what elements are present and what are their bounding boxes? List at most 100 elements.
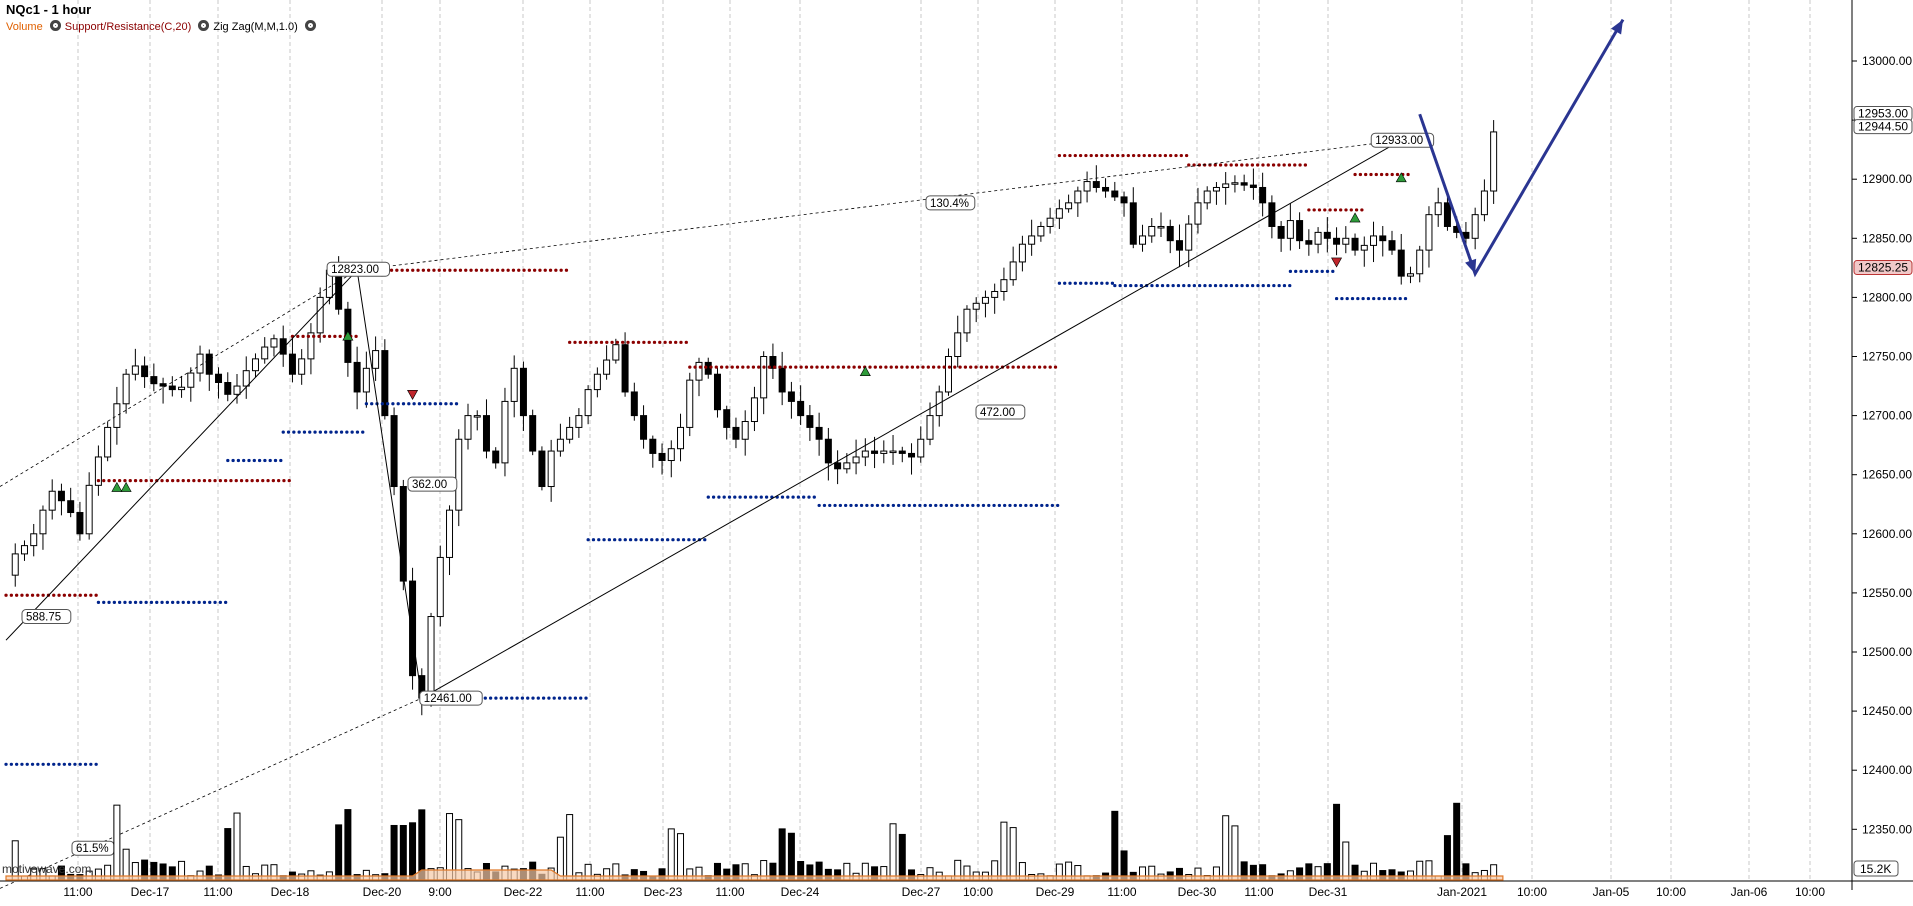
projection-path — [1418, 18, 1625, 278]
time-axis-label: Dec-31 — [1309, 885, 1348, 899]
price-axis-label: 12700.00 — [1862, 409, 1912, 423]
candle-body — [150, 376, 158, 385]
volume-bar — [1231, 825, 1239, 881]
candle-body — [1139, 235, 1147, 245]
zigzag-label: 12823.00 — [331, 264, 379, 276]
zigzag-label: 588.75 — [26, 612, 61, 624]
candle-body — [353, 361, 361, 393]
candle-body — [732, 426, 740, 440]
candle-body — [1000, 279, 1008, 292]
price-axis-label: 13000.00 — [1862, 54, 1912, 68]
price-axis-label: 12850.00 — [1862, 231, 1912, 245]
candle-body — [741, 421, 749, 440]
candle-body — [233, 385, 241, 395]
candle-body — [658, 452, 666, 462]
volume-bar — [1000, 821, 1008, 881]
candle-body — [612, 344, 620, 361]
indicator-volume-label[interactable]: Volume — [6, 21, 43, 33]
candle-body — [48, 490, 56, 511]
candle-body — [843, 462, 851, 470]
candle-body — [307, 332, 315, 360]
candle-body — [649, 438, 657, 454]
candle-body — [621, 344, 629, 393]
volume-bar — [787, 832, 795, 881]
candle-body — [861, 450, 869, 458]
gear-icon[interactable] — [198, 20, 210, 31]
price-badge-text: 12825.25 — [1858, 261, 1908, 275]
candle-body — [1388, 240, 1396, 251]
volume-bar — [778, 828, 786, 881]
candle-body — [298, 358, 306, 375]
candle-body — [547, 450, 555, 488]
candle-body — [1037, 225, 1045, 237]
candle-body — [1157, 225, 1165, 229]
candle-body — [954, 332, 962, 357]
time-axis-label: Jan-06 — [1731, 885, 1768, 899]
price-axis-label: 12900.00 — [1862, 172, 1912, 186]
gear-icon[interactable] — [304, 20, 316, 31]
candle-body — [686, 379, 694, 428]
time-axis-label: 10:00 — [963, 885, 993, 899]
candle-body — [436, 556, 444, 618]
candle-body — [1406, 273, 1414, 277]
sell-signal-icon — [407, 390, 419, 400]
candle-body — [122, 373, 130, 405]
zigzag-label-box — [419, 690, 483, 706]
candle-body — [1074, 190, 1082, 204]
candle-body — [1360, 244, 1368, 251]
candle-body — [1296, 220, 1304, 242]
candle-body — [1259, 186, 1267, 204]
volume-bar — [399, 825, 407, 881]
zigzag-label-box — [925, 195, 976, 211]
zigzag-ratio-line — [0, 697, 422, 889]
volume-bar — [233, 812, 241, 881]
candle-body — [695, 361, 703, 381]
candle-body — [1212, 186, 1220, 192]
indicator-legend: Volume Support/Resistance(C,20) Zig Zag(… — [6, 20, 320, 33]
candle-body — [1305, 240, 1313, 245]
candle-body — [880, 450, 888, 454]
candle-body — [852, 456, 860, 464]
candle-body — [1185, 223, 1193, 251]
gear-icon[interactable] — [49, 20, 61, 31]
price-axis-label: 12800.00 — [1862, 290, 1912, 304]
zigzag-label-box — [326, 261, 391, 277]
zigzag-label: 12461.00 — [424, 693, 472, 705]
candle-body — [806, 415, 814, 428]
candle-body — [39, 509, 47, 535]
indicator-zigzag-label[interactable]: Zig Zag(M,M,1.0) — [213, 21, 298, 33]
candle-body — [889, 450, 897, 454]
candle-body — [510, 367, 518, 402]
zigzag-label: 12933.00 — [1375, 135, 1423, 147]
candle-body — [1416, 249, 1424, 275]
candle-body — [834, 462, 842, 470]
candle-body — [1443, 202, 1451, 227]
indicator-sr-label[interactable]: Support/Resistance(C,20) — [64, 21, 192, 33]
candle-body — [67, 500, 75, 514]
time-axis-label: Jan-2021 — [1437, 885, 1487, 899]
time-axis-label: 11:00 — [203, 885, 232, 899]
candle-body — [640, 415, 648, 440]
price-axis-label: 12500.00 — [1862, 645, 1912, 659]
time-axis-label: 11:00 — [715, 885, 744, 899]
candle-body — [1028, 235, 1036, 245]
candle-body — [427, 616, 435, 699]
candle-body — [1231, 182, 1239, 185]
price-badge — [1853, 260, 1913, 276]
price-axis-label: 12750.00 — [1862, 350, 1912, 364]
candle-body — [824, 438, 832, 464]
candle-body — [270, 338, 278, 348]
candle-body — [399, 486, 407, 582]
candle-body — [85, 484, 93, 535]
candle-body — [57, 490, 65, 502]
candle-body — [603, 359, 611, 375]
candle-body — [1379, 235, 1387, 242]
candle-body — [926, 415, 934, 440]
volume-bar — [898, 833, 906, 881]
volume-bar — [390, 824, 398, 881]
candle-body — [1203, 190, 1211, 204]
candle-body — [141, 365, 149, 378]
candle-body — [20, 545, 28, 555]
